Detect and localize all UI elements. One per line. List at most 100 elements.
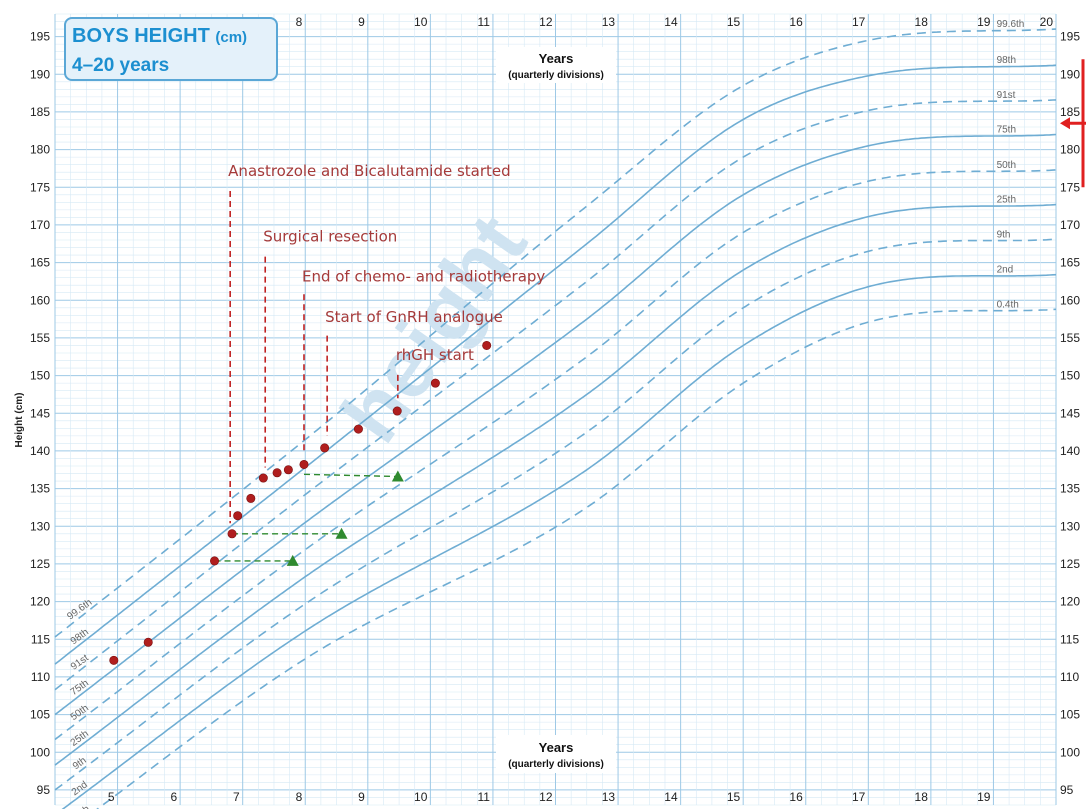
chart-title: BOYS HEIGHT (cm) xyxy=(72,25,247,48)
centile-label-right: 91st xyxy=(997,90,1016,101)
y-tick-label-left: 140 xyxy=(30,444,50,458)
x-tick-label-bottom: 12 xyxy=(539,790,553,804)
x-axis-sublabel-bottom: (quarterly divisions) xyxy=(508,759,604,770)
height-point xyxy=(320,443,330,453)
x-tick-label-bottom: 7 xyxy=(233,790,240,804)
annotation-label: End of chemo- and radiotherapy xyxy=(302,267,545,285)
centile-label-left: 0.4th xyxy=(68,804,92,809)
height-point xyxy=(246,493,256,503)
centile-label-right: 0.4th xyxy=(997,299,1019,310)
y-tick-label-right: 115 xyxy=(1060,632,1079,646)
bone-age-point xyxy=(286,554,299,566)
y-tick-label-left: 150 xyxy=(30,369,50,383)
x-tick-label-bottom: 5 xyxy=(108,790,115,804)
x-tick-label-bottom: 16 xyxy=(789,790,803,804)
y-tick-label-right: 160 xyxy=(1060,293,1080,307)
y-tick-label-right: 140 xyxy=(1060,444,1080,458)
y-tick-label-left: 190 xyxy=(30,67,50,81)
y-tick-label-right: 165 xyxy=(1060,256,1080,270)
x-axis-label-top: Years xyxy=(539,51,574,66)
y-tick-label-left: 95 xyxy=(37,783,51,797)
y-tick-label-right: 175 xyxy=(1060,180,1080,194)
y-tick-label-left: 160 xyxy=(30,293,50,307)
y-tick-label-right: 155 xyxy=(1060,331,1080,345)
x-tick-label-top: 8 xyxy=(296,15,303,29)
centile-labels: 99.6th 98th 91st 75th 50th 25th 9th 2nd 0.4th 99.… xyxy=(65,19,1024,809)
centile-curve-2nd xyxy=(61,273,1057,809)
centile-label-right: 99.6th xyxy=(997,19,1025,30)
x-tick-label-top: 20 xyxy=(1040,15,1054,29)
centile-curve-50th xyxy=(54,169,1057,741)
y-tick-label-left: 185 xyxy=(30,105,50,119)
y-tick-label-left: 100 xyxy=(30,745,50,759)
dashed-links xyxy=(214,473,398,562)
x-tick-label-bottom: 10 xyxy=(414,790,428,804)
centile-label-right: 2nd xyxy=(997,265,1014,276)
x-tick-label-bottom: 13 xyxy=(602,790,616,804)
annotation-label: Surgical resection xyxy=(263,228,397,246)
height-point xyxy=(430,378,440,388)
y-axis-label: Height (cm) xyxy=(14,393,25,448)
annotation-label: Anastrozole and Bicalutamide started xyxy=(228,162,511,180)
y-tick-label-right: 170 xyxy=(1060,218,1080,232)
centile-curve-75th xyxy=(54,133,1057,716)
height-point xyxy=(258,473,268,483)
x-tick-label-bottom: 9 xyxy=(358,790,365,804)
x-tick-label-top: 18 xyxy=(915,15,929,29)
y-tick-label-right: 145 xyxy=(1060,406,1080,420)
y-tick-labels: 95 95 100 100 105 105 110 110 115 115 120 120 125 125… xyxy=(30,30,1080,797)
x-tick-label-top: 15 xyxy=(727,15,741,29)
chart-grid xyxy=(54,13,1057,806)
x-axis-label-bottom: Years xyxy=(539,740,574,755)
bone-age-point xyxy=(335,527,348,539)
x-axis-sublabel-top: (quarterly divisions) xyxy=(508,70,604,81)
height-point xyxy=(143,637,153,647)
bone-age-link xyxy=(303,473,398,478)
centile-curve-99-6th xyxy=(54,28,1057,638)
annotations: Anastrozole and Bicalutamide started Surg… xyxy=(228,162,545,524)
y-tick-label-right: 110 xyxy=(1060,670,1079,684)
target-range-marker xyxy=(1060,59,1086,188)
annotation-label: rhGH start xyxy=(396,346,474,364)
y-tick-label-left: 170 xyxy=(30,218,50,232)
x-tick-label-bottom: 14 xyxy=(664,790,678,804)
centile-label-right: 25th xyxy=(997,195,1016,206)
y-tick-label-right: 180 xyxy=(1060,143,1080,157)
x-tick-label-top: 13 xyxy=(602,15,616,29)
y-tick-label-right: 120 xyxy=(1060,595,1080,609)
years-label-bottom-bg xyxy=(496,735,616,773)
x-tick-label-bottom: 15 xyxy=(727,790,741,804)
y-tick-label-right: 125 xyxy=(1060,557,1080,571)
chart-subtitle: 4–20 years xyxy=(72,55,170,76)
y-tick-label-right: 150 xyxy=(1060,369,1080,383)
x-tick-label-bottom: 11 xyxy=(477,790,490,804)
y-tick-label-left: 135 xyxy=(30,482,50,496)
height-point xyxy=(283,465,293,475)
x-tick-label-top: 19 xyxy=(977,15,991,29)
x-tick-label-bottom: 19 xyxy=(977,790,991,804)
height-point xyxy=(272,468,282,478)
centile-label-right: 98th xyxy=(997,55,1016,66)
x-tick-label-top: 16 xyxy=(789,15,803,29)
centile-curve-0-4th xyxy=(96,308,1057,809)
chart-title-unit: (cm) xyxy=(215,29,248,46)
y-tick-label-right: 100 xyxy=(1060,745,1080,759)
centile-curve-98th xyxy=(54,64,1057,665)
x-tick-labels: 8 9 10 11 12 13 14 15 16 17 18 19 20 5 6 7 8 9 10 11 12 13 14 1… xyxy=(108,15,1053,804)
x-tick-label-top: 10 xyxy=(414,15,428,29)
y-tick-label-right: 195 xyxy=(1060,30,1080,44)
height-point xyxy=(233,511,243,521)
centile-curve-91st xyxy=(54,99,1057,691)
x-tick-label-bottom: 8 xyxy=(296,790,303,804)
centile-label-right: 50th xyxy=(997,160,1016,171)
x-tick-label-top: 14 xyxy=(664,15,678,29)
y-tick-label-right: 190 xyxy=(1060,67,1080,81)
height-point xyxy=(392,406,402,416)
y-tick-label-left: 105 xyxy=(30,708,50,722)
data-points xyxy=(109,340,492,665)
y-tick-label-left: 130 xyxy=(30,519,50,533)
x-tick-label-top: 12 xyxy=(539,15,553,29)
y-tick-label-right: 105 xyxy=(1060,708,1080,722)
height-point xyxy=(109,655,119,665)
y-tick-label-left: 110 xyxy=(31,670,50,684)
